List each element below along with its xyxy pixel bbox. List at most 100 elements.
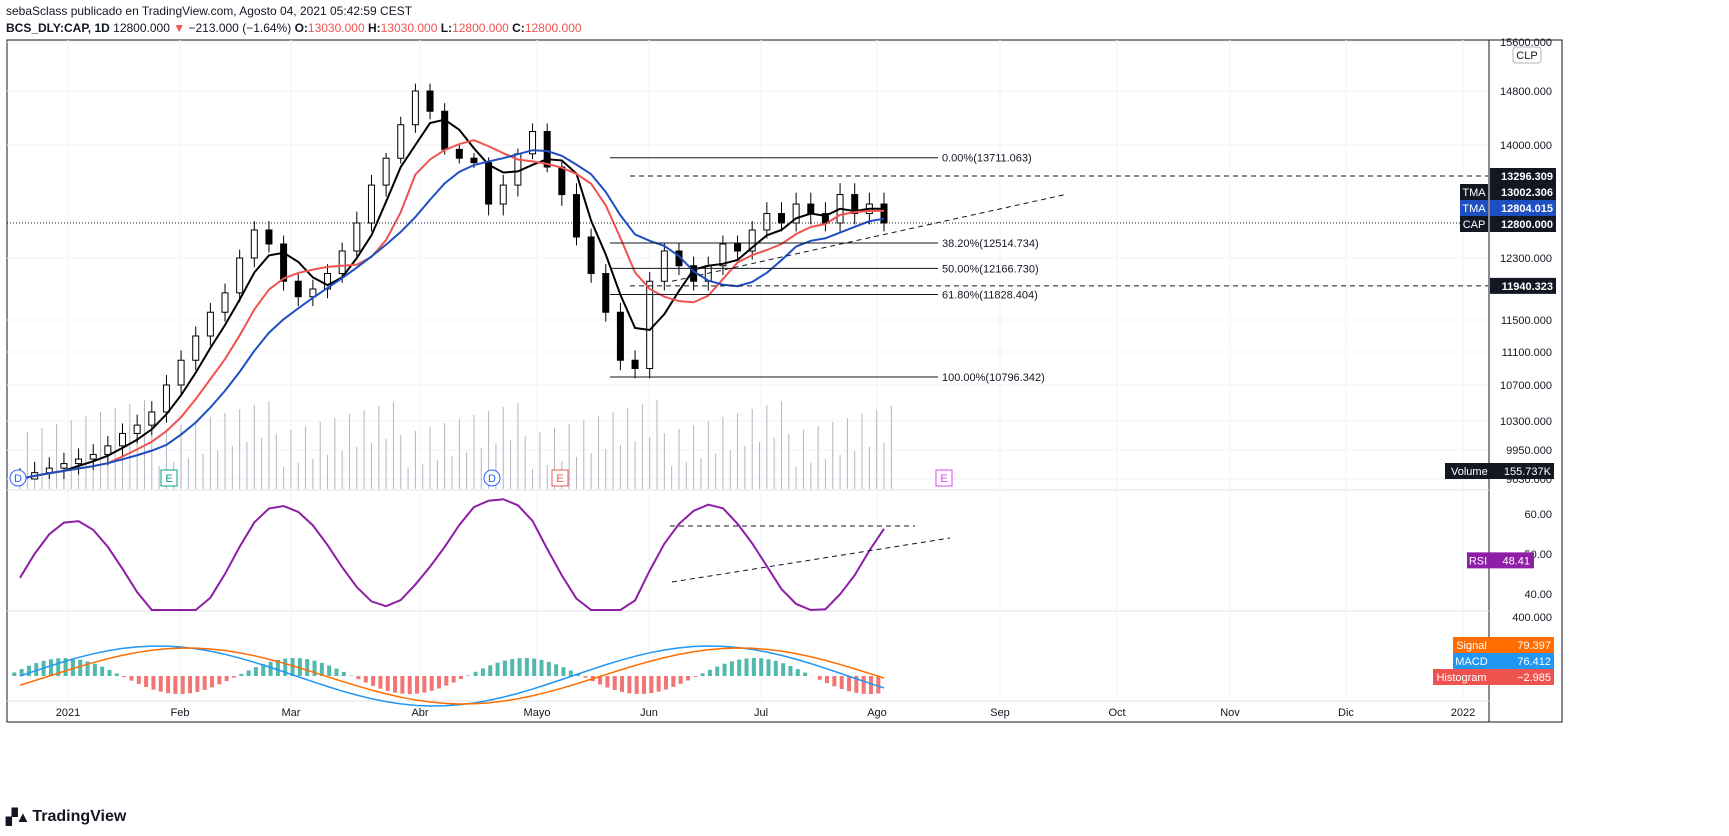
macd-histogram-bar	[224, 676, 229, 682]
candle-body	[529, 131, 537, 155]
macd-histogram-bar	[283, 658, 288, 676]
macd-histogram-bar	[437, 676, 441, 689]
macd-name-label: Signal	[1456, 640, 1487, 652]
event-marker-label: E	[165, 473, 172, 485]
y-tick-label: 15600.000	[1500, 37, 1552, 49]
candle-body	[397, 124, 405, 159]
macd-histogram-bar	[393, 676, 398, 693]
macd-histogram-bar	[722, 663, 727, 676]
high-label: H:	[367, 21, 381, 35]
rsi-tick-label: 60.00	[1524, 509, 1552, 521]
macd-histogram-bar	[319, 662, 324, 676]
rsi-name-label: RSI	[1469, 555, 1487, 567]
indicator-name-label: TMA	[1462, 187, 1486, 199]
candle-body	[587, 236, 595, 274]
macd-histogram-bar	[847, 676, 852, 692]
macd-histogram-bar	[876, 676, 881, 694]
x-tick-label: Ago	[867, 707, 887, 719]
macd-histogram-bar	[63, 658, 68, 676]
candle-body	[75, 458, 83, 465]
candle-body	[646, 280, 654, 369]
macd-histogram-bar	[671, 676, 676, 687]
macd-histogram-bar	[583, 676, 588, 678]
macd-histogram-bar	[246, 670, 251, 676]
macd-histogram-bar	[70, 658, 75, 676]
macd-histogram-bar	[107, 669, 112, 676]
event-marker-dividend	[9, 469, 27, 487]
symbol-ohlc-line: BCS_DLY:CAP, 1D 12800.000 ▼ −213.000 (−1…	[6, 21, 582, 35]
macd-histogram-bar	[663, 676, 668, 690]
indicator-name-label: TMA	[1462, 203, 1486, 215]
macd-histogram-bar	[759, 658, 764, 676]
y-tick-label: 14000.000	[1500, 140, 1552, 152]
candle-body	[338, 250, 346, 274]
candle-body	[602, 273, 610, 313]
x-tick-label: 2021	[56, 707, 80, 719]
macd-histogram-bar	[700, 673, 705, 676]
x-tick-label: Mayo	[524, 707, 551, 719]
event-marker-label: E	[940, 473, 947, 485]
symbol-name[interactable]: BCS_DLY:CAP, 1D	[6, 21, 110, 35]
macd-histogram-bar	[627, 676, 632, 694]
indicator-value-badge	[1490, 184, 1556, 200]
indicator-name-label: CAP	[1463, 219, 1486, 231]
macd-histogram-bar	[100, 666, 105, 676]
y-tick-label: 11500.000	[1501, 315, 1552, 327]
open-label: O:	[294, 21, 308, 35]
macd-histogram-bar	[649, 676, 654, 694]
level-badge-label: 13296.309	[1501, 171, 1553, 183]
candle-body	[543, 131, 551, 168]
macd-histogram-bar	[378, 676, 383, 689]
candle-body	[294, 280, 302, 298]
candle-body	[192, 335, 200, 361]
macd-histogram-bar	[312, 660, 317, 676]
y-tick-label: 12300.000	[1500, 253, 1552, 265]
macd-value-label: 76.412	[1517, 656, 1551, 668]
macd-value-badge	[1490, 637, 1554, 653]
candle-body	[441, 110, 449, 150]
chart-frame	[6, 39, 1563, 723]
macd-histogram-bar	[861, 676, 866, 694]
tradingview-logo[interactable]: ▞▲ TradingView	[6, 808, 126, 826]
macd-name-badge	[1453, 637, 1490, 653]
macd-histogram-bar	[56, 658, 61, 676]
macd-histogram-bar	[180, 676, 185, 694]
candle-body	[367, 184, 375, 224]
macd-histogram-bar	[612, 676, 617, 691]
macd-histogram-bar	[210, 676, 215, 688]
macd-histogram-bar	[729, 661, 734, 676]
fib-level-label: 100.00%(10796.342)	[942, 372, 1045, 384]
x-tick-label: Nov	[1220, 707, 1240, 719]
macd-histogram-bar	[795, 669, 800, 676]
macd-histogram-bar	[239, 673, 244, 676]
macd-histogram-bar	[407, 676, 412, 694]
macd-histogram-bar	[429, 676, 434, 691]
event-marker-earnings	[935, 469, 953, 487]
macd-histogram-bar	[371, 676, 376, 686]
macd-histogram-bar	[781, 663, 786, 676]
x-tick-label: Jul	[754, 707, 768, 719]
macd-histogram-bar	[825, 676, 830, 684]
candle-body	[572, 194, 580, 238]
macd-histogram-bar	[480, 668, 485, 676]
macd-histogram-bar	[188, 676, 193, 694]
event-marker-earnings	[551, 469, 569, 487]
change-value: −213.000 (−1.64%)	[188, 21, 292, 35]
y-tick-label: 11100.000	[1502, 347, 1552, 359]
event-marker-label: E	[556, 473, 563, 485]
macd-histogram-bar	[803, 672, 808, 676]
rsi-name-badge	[1467, 552, 1490, 569]
y-tick-label: 14800.000	[1500, 86, 1552, 98]
fib-level-label: 0.00%(13711.063)	[942, 153, 1032, 165]
macd-histogram-bar	[261, 664, 266, 676]
candle-body	[734, 243, 742, 252]
y-tick-label: 9950.000	[1506, 445, 1552, 457]
macd-histogram-bar	[510, 659, 515, 676]
candle-body	[280, 243, 288, 282]
macd-histogram-bar	[517, 658, 522, 676]
fib-level-label: 38.20%(12514.734)	[942, 238, 1039, 250]
event-marker-label: D	[488, 473, 496, 485]
macd-histogram-bar	[524, 658, 529, 676]
macd-histogram-bar	[678, 676, 683, 684]
